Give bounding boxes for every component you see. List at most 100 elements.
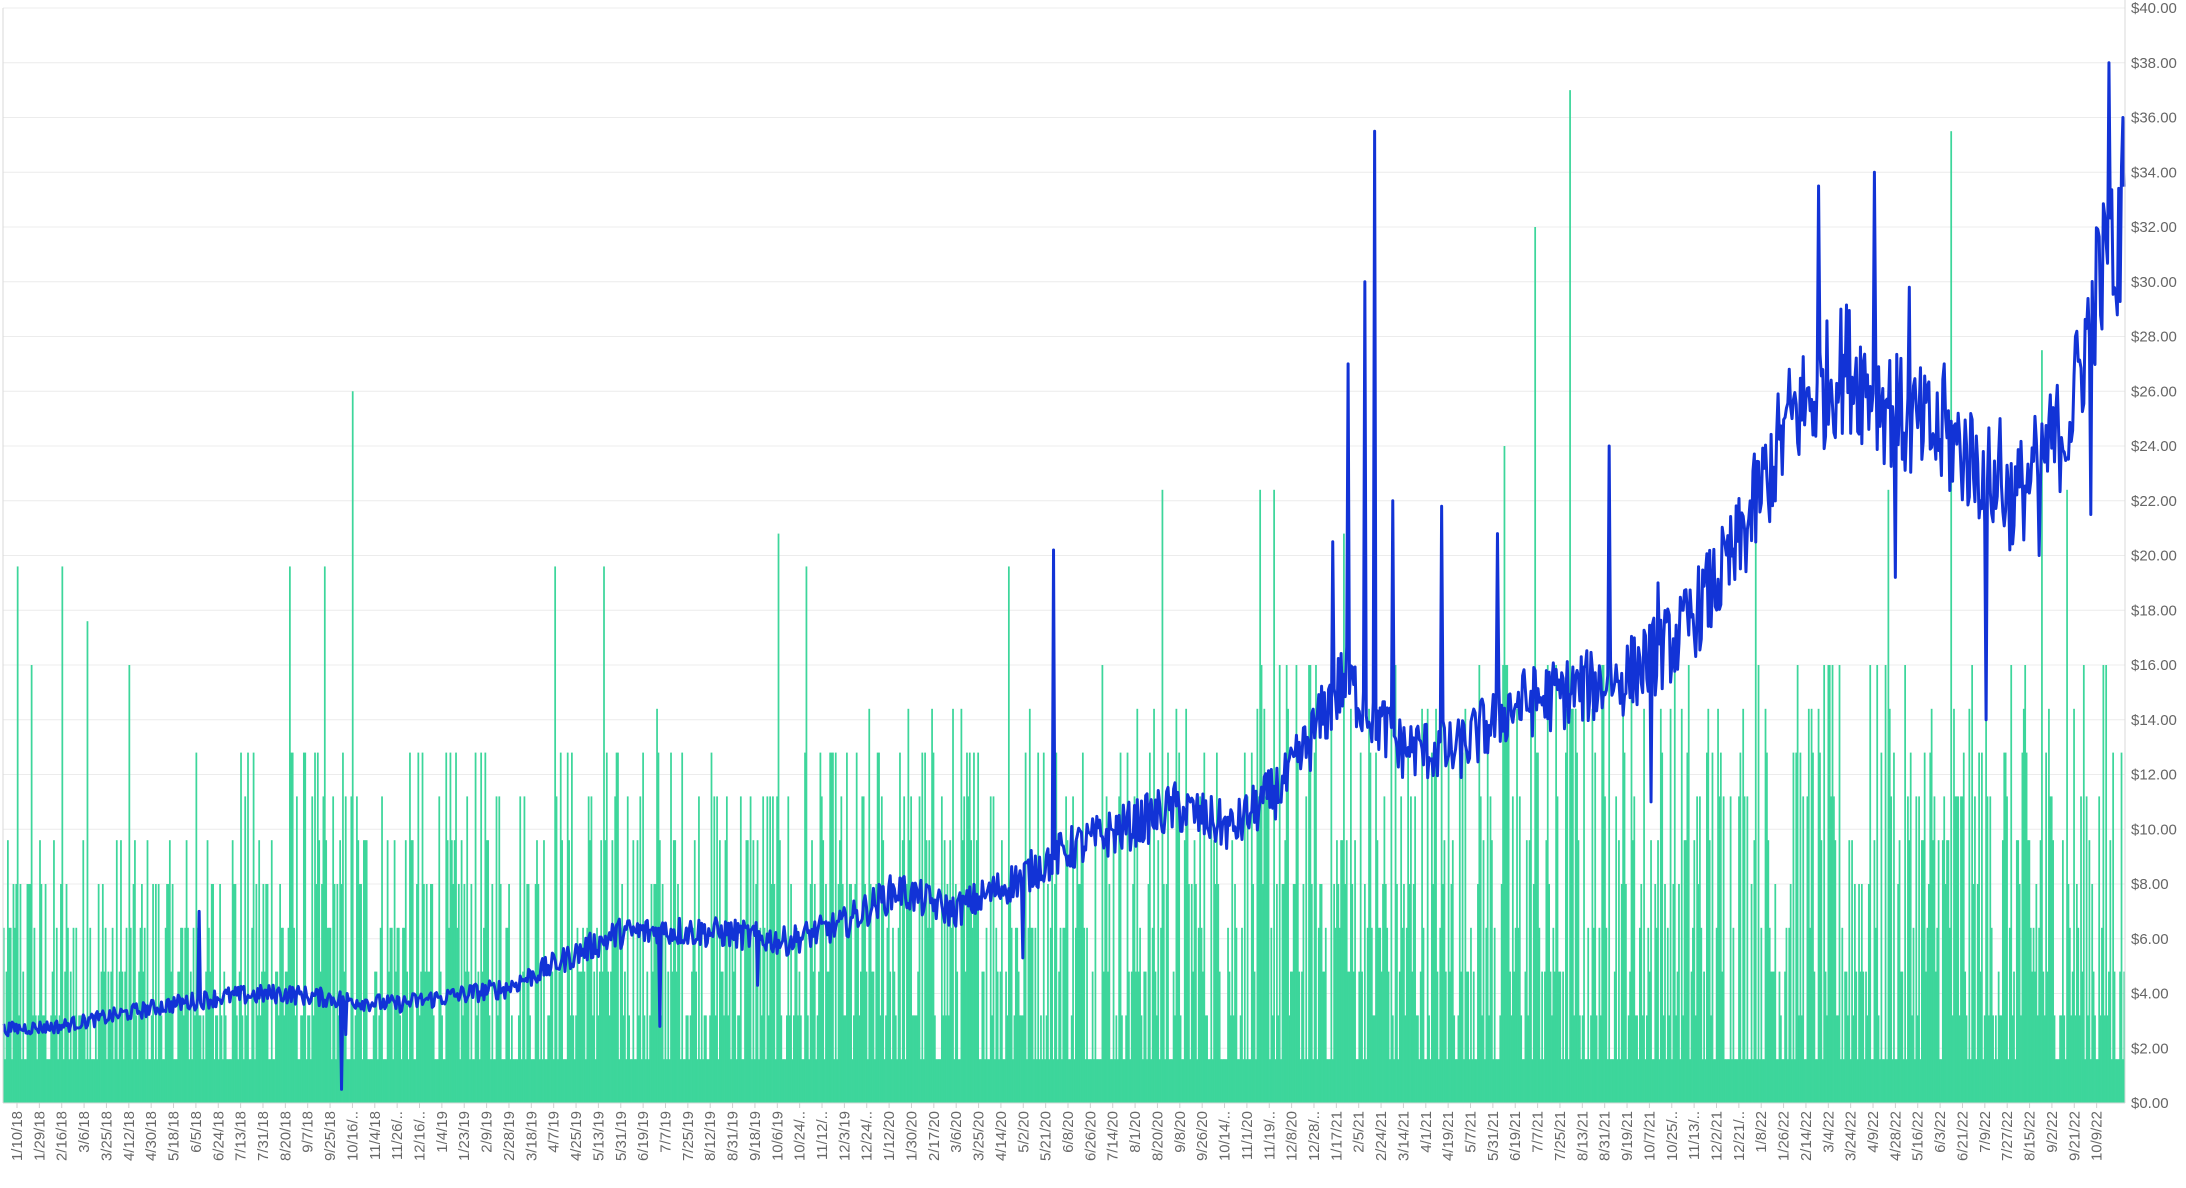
volume-bar	[283, 1015, 286, 1103]
x-tick-label: 7/13/18	[233, 1111, 250, 1161]
volume-bar	[1137, 971, 1140, 1103]
volume-bar	[594, 1059, 597, 1103]
volume-bar	[141, 884, 143, 1103]
x-tick-label: 1/23/19	[456, 1111, 473, 1161]
volume-bar	[378, 1015, 381, 1103]
volume-bar	[1807, 708, 1810, 1103]
volume-bar	[127, 1015, 129, 1103]
volume-bar	[1510, 1015, 1513, 1103]
volume-bar	[1867, 884, 1870, 1103]
volume-bar	[1788, 927, 1791, 1103]
volume-bar	[2117, 1059, 2120, 1103]
volume-bar	[1824, 971, 1827, 1103]
volume-bar	[128, 665, 131, 1103]
volume-bar	[1288, 1015, 1291, 1103]
volume-bar	[294, 1015, 297, 1103]
volume-bar	[121, 971, 124, 1103]
volume-bar	[1065, 796, 1067, 1103]
volume-bar	[805, 566, 808, 1103]
volume-bar	[269, 1059, 272, 1103]
volume-bar	[1528, 840, 1531, 1103]
volume-bar	[994, 1059, 996, 1103]
volume-bar	[608, 1015, 611, 1103]
volume-bar	[90, 1059, 93, 1103]
volume-bar	[67, 927, 69, 1103]
volume-bar	[208, 927, 210, 1103]
volume-bar	[520, 1059, 523, 1103]
volume-bar	[101, 884, 104, 1103]
volume-bar	[159, 1015, 161, 1103]
volume-bar	[1676, 971, 1679, 1103]
volume-bar	[1753, 840, 1756, 1103]
volume-bar	[987, 1059, 989, 1103]
volume-bar	[2113, 971, 2116, 1103]
volume-bar	[277, 1015, 280, 1103]
volume-bar	[1581, 1015, 1584, 1103]
volume-bars	[2, 90, 2126, 1104]
volume-bar	[1514, 927, 1517, 1103]
volume-bar	[1213, 840, 1215, 1103]
volume-bar	[924, 752, 926, 1103]
volume-bar	[1400, 796, 1403, 1103]
volume-bar	[894, 1015, 897, 1103]
volume-bar	[456, 927, 459, 1103]
volume-bar	[854, 884, 857, 1103]
volume-bar	[2, 927, 5, 1103]
volume-bar	[259, 1015, 262, 1103]
volume-bar	[1735, 1059, 1738, 1103]
x-tick-label: 1/10/18	[9, 1111, 26, 1161]
volume-bar	[1609, 1059, 1612, 1103]
volume-bar	[1086, 927, 1088, 1103]
volume-bar	[392, 1059, 395, 1103]
volume-bar	[57, 1059, 60, 1103]
volume-bar	[122, 1059, 125, 1103]
volume-bar	[1521, 1059, 1524, 1103]
volume-bar	[1733, 1059, 1736, 1103]
x-tick-label: 8/13/21	[1574, 1111, 1591, 1161]
volume-bar	[1967, 1059, 1969, 1103]
volume-bar	[791, 1059, 794, 1103]
volume-bar	[2011, 1015, 2014, 1103]
volume-bar	[1105, 796, 1108, 1103]
volume-bar	[1634, 1015, 1637, 1103]
volume-bar	[605, 752, 608, 1103]
volume-bar	[1090, 1059, 1093, 1103]
y-tick-label: $4.00	[2131, 986, 2169, 1003]
volume-bar	[1842, 1059, 1845, 1103]
volume-bar	[1865, 971, 1867, 1103]
volume-bar	[1672, 884, 1675, 1103]
volume-bar	[1766, 752, 1768, 1103]
volume-bar	[2120, 752, 2123, 1103]
volume-bar	[589, 840, 591, 1103]
volume-bar	[1313, 752, 1316, 1103]
volume-bar	[1098, 1059, 1101, 1103]
volume-bar	[564, 1059, 566, 1103]
volume-bar	[1263, 708, 1266, 1103]
volume-bar	[1639, 927, 1641, 1103]
volume-bar	[1849, 1059, 1852, 1103]
volume-bar	[841, 884, 844, 1103]
volume-bar	[1902, 1059, 1905, 1103]
volume-bar	[1770, 971, 1772, 1103]
volume-bar	[60, 884, 62, 1103]
x-tick-label: 4/28/22	[1887, 1111, 1904, 1161]
volume-bar	[2055, 1059, 2057, 1103]
volume-bar	[974, 884, 977, 1103]
volume-bar	[164, 927, 167, 1103]
volume-bar	[1320, 884, 1323, 1103]
volume-bar	[932, 752, 935, 1103]
volume-bar	[326, 927, 329, 1103]
volume-bar	[1377, 927, 1380, 1103]
volume-bar	[1296, 752, 1299, 1103]
volume-bar	[1475, 1059, 1478, 1103]
volume-bar	[1167, 752, 1169, 1103]
volume-bar	[1294, 884, 1296, 1103]
volume-bar	[864, 884, 866, 1103]
volume-bar	[81, 1015, 83, 1103]
volume-bar	[872, 971, 875, 1103]
volume-bar	[758, 1059, 760, 1103]
volume-bar	[62, 1059, 65, 1103]
x-tick-label: 7/14/20	[1105, 1111, 1122, 1161]
volume-bar	[945, 1015, 947, 1103]
volume-bar	[371, 1059, 374, 1103]
